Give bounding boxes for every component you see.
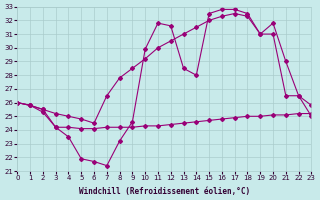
- X-axis label: Windchill (Refroidissement éolien,°C): Windchill (Refroidissement éolien,°C): [79, 187, 250, 196]
